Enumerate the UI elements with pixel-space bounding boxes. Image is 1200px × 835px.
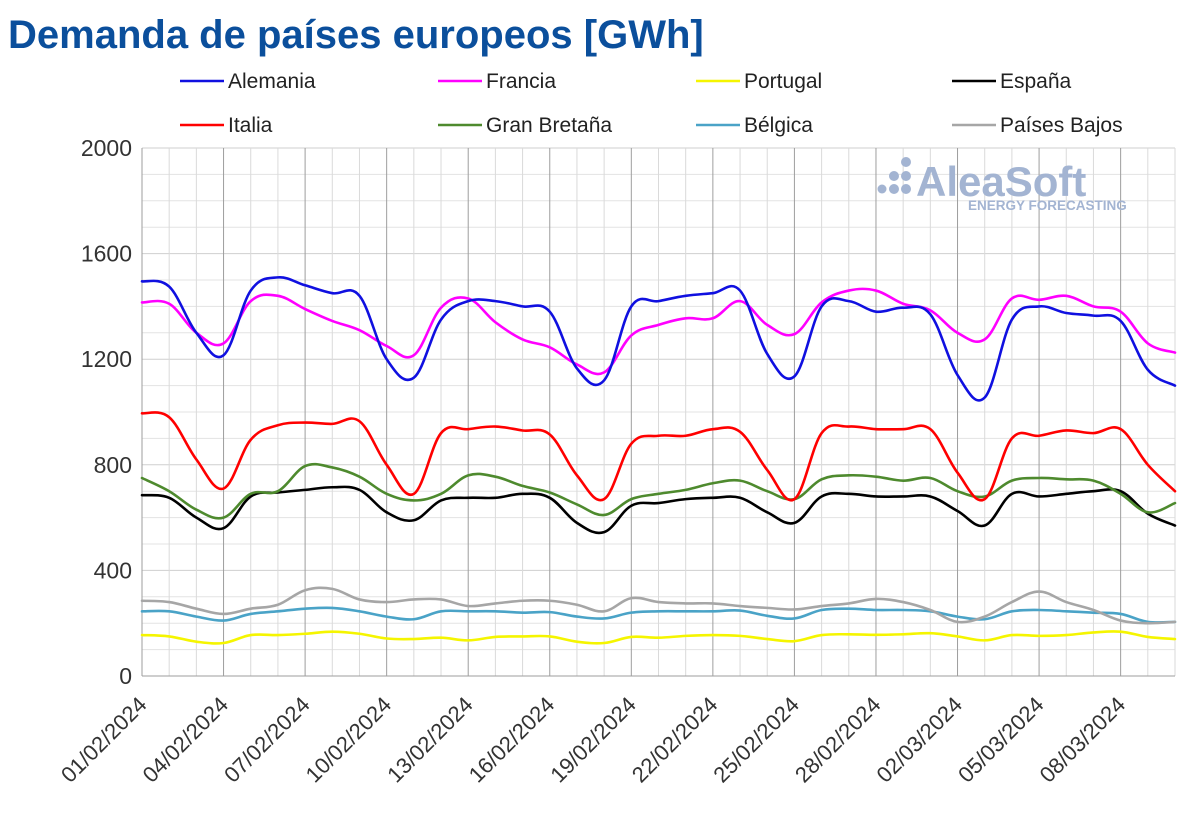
series-line-belgica: [140, 606, 1177, 624]
legend-item-italia: Italia: [180, 114, 273, 137]
logo-dot: [877, 184, 887, 194]
x-axis-ticks: 01/02/202404/02/202407/02/202410/02/2024…: [56, 692, 1130, 788]
series-line-gran-bretana: [140, 462, 1177, 520]
logo-wordmark: AleaSoft: [916, 158, 1086, 205]
logo-tagline: ENERGY FORECASTING: [968, 198, 1127, 213]
logo-dot: [889, 171, 899, 181]
legend-label: España: [1000, 70, 1072, 93]
x-tick-label: 04/02/2024: [138, 692, 234, 788]
legend-label: Francia: [486, 70, 556, 93]
logo-dots-icon: [877, 157, 911, 194]
x-tick-label: 22/02/2024: [627, 692, 723, 788]
x-tick-label: 19/02/2024: [545, 692, 641, 788]
chart-title: Demanda de países europeos [GWh]: [8, 13, 704, 57]
y-axis-ticks: 0 400 800 1200 1600 2000: [81, 135, 132, 689]
x-tick-label: 16/02/2024: [464, 692, 560, 788]
x-tick-label: 01/02/2024: [56, 692, 152, 788]
x-tick-label: 02/03/2024: [872, 692, 968, 788]
logo-dot: [901, 184, 911, 194]
logo-dot: [889, 184, 899, 194]
y-tick-label: 0: [119, 663, 132, 689]
x-tick-label: 28/02/2024: [790, 692, 886, 788]
y-tick-label: 400: [94, 557, 132, 583]
series-line-alemania: [140, 276, 1177, 402]
y-tick-label: 1600: [81, 241, 132, 267]
x-tick-label: 05/03/2024: [953, 692, 1049, 788]
series-line-portugal: [140, 630, 1177, 645]
legend-item-francia: Francia: [438, 70, 556, 93]
series-line-francia: [140, 287, 1177, 376]
x-tick-label: 08/03/2024: [1035, 692, 1131, 788]
legend-item-portugal: Portugal: [696, 70, 822, 93]
legend-label: Italia: [228, 114, 273, 137]
legend-item-belgica: Bélgica: [696, 114, 813, 137]
legend-item-gran-bretana: Gran Bretaña: [438, 114, 612, 137]
y-tick-label: 2000: [81, 135, 132, 161]
x-tick-label: 07/02/2024: [219, 692, 315, 788]
series-line-paises-bajos: [140, 586, 1177, 625]
y-tick-label: 1200: [81, 346, 132, 372]
legend-item-alemania: Alemania: [180, 70, 316, 93]
series-line-espana: [140, 485, 1177, 535]
y-tick-label: 800: [94, 452, 132, 478]
legend: Alemania Francia Portugal España Italia Gran …: [180, 70, 1123, 137]
legend-item-espana: España: [952, 70, 1072, 93]
legend-label: Bélgica: [744, 114, 813, 137]
series-lines: [140, 276, 1177, 645]
legend-item-paises-bajos: Países Bajos: [952, 114, 1123, 137]
legend-label: Portugal: [744, 70, 822, 93]
aleasoft-logo: AleaSoft ENERGY FORECASTING: [877, 157, 1127, 213]
x-tick-label: 25/02/2024: [708, 692, 804, 788]
series-line-italia: [140, 411, 1177, 502]
legend-label: Alemania: [228, 70, 316, 93]
logo-dot: [901, 157, 911, 167]
gridlines: [141, 147, 1176, 677]
x-tick-label: 13/02/2024: [382, 692, 478, 788]
logo-dot: [901, 171, 911, 181]
x-tick-label: 10/02/2024: [301, 692, 397, 788]
legend-label: Gran Bretaña: [486, 114, 612, 137]
legend-label: Países Bajos: [1000, 114, 1123, 137]
